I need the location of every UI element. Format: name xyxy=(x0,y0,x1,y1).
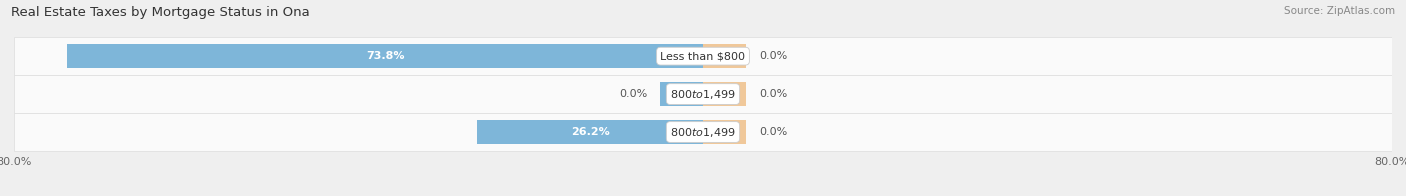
Bar xyxy=(703,82,747,106)
Text: 0.0%: 0.0% xyxy=(759,51,787,61)
Bar xyxy=(14,75,1392,113)
Text: 26.2%: 26.2% xyxy=(571,127,610,137)
Bar xyxy=(67,44,703,68)
Text: 73.8%: 73.8% xyxy=(366,51,405,61)
Bar xyxy=(703,120,747,144)
Bar xyxy=(14,113,1392,151)
Text: 0.0%: 0.0% xyxy=(759,127,787,137)
Text: 0.0%: 0.0% xyxy=(759,89,787,99)
Text: $800 to $1,499: $800 to $1,499 xyxy=(671,88,735,101)
Text: Source: ZipAtlas.com: Source: ZipAtlas.com xyxy=(1284,6,1395,16)
Text: $800 to $1,499: $800 to $1,499 xyxy=(671,125,735,139)
Text: Real Estate Taxes by Mortgage Status in Ona: Real Estate Taxes by Mortgage Status in … xyxy=(11,6,309,19)
Text: Less than $800: Less than $800 xyxy=(661,51,745,61)
Bar xyxy=(14,37,1392,75)
Bar xyxy=(478,120,703,144)
Bar xyxy=(703,44,747,68)
Bar xyxy=(659,82,703,106)
Text: 0.0%: 0.0% xyxy=(619,89,647,99)
